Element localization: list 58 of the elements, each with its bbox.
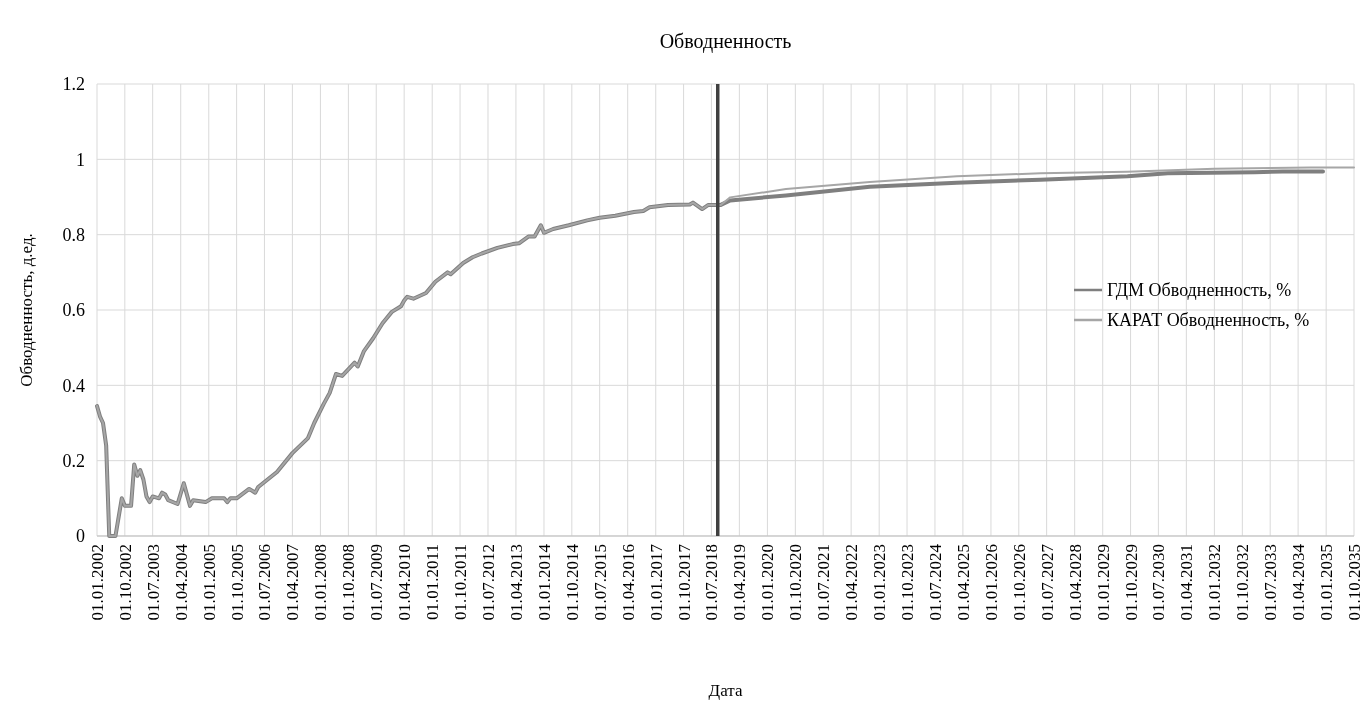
x-tick-label: 01.01.2029: [1093, 544, 1113, 621]
x-tick-label: 01.04.2010: [395, 544, 415, 621]
x-tick-label: 01.04.2025: [953, 544, 973, 621]
x-tick-label: 01.07.2015: [590, 544, 610, 621]
x-tick-label: 01.07.2012: [478, 544, 498, 621]
y-tick-label: 1.2: [62, 74, 85, 95]
y-tick-label: 0.8: [62, 224, 85, 245]
x-tick-label: 01.04.2013: [506, 544, 526, 621]
x-tick-label: 01.10.2017: [674, 543, 694, 621]
x-tick-label: 01.10.2032: [1233, 544, 1253, 621]
y-tick-label: 0.6: [62, 300, 85, 321]
x-tick-label: 01.10.2020: [786, 544, 806, 621]
x-tick-label: 01.04.2019: [730, 544, 750, 621]
x-tick-label: 01.07.2009: [367, 544, 387, 621]
x-tick-label: 01.04.2016: [618, 544, 638, 621]
legend-label: КАРАТ Обводненность, %: [1107, 310, 1310, 331]
x-tick-label: 01.07.2027: [1037, 543, 1057, 621]
x-tick-label: 01.01.2023: [870, 544, 890, 621]
x-tick-label: 01.07.2018: [702, 544, 722, 621]
x-tick-label: 01.01.2017: [646, 543, 666, 621]
x-tick-label: 01.04.2022: [842, 544, 862, 621]
y-tick-label: 0.2: [62, 450, 85, 471]
x-tick-label: 01.10.2014: [562, 543, 582, 621]
x-tick-label: 01.04.2004: [171, 543, 191, 621]
y-axis-title: Обводненность, д.ед.: [17, 233, 36, 387]
x-tick-label: 01.01.2026: [981, 544, 1001, 621]
y-tick-label: 0.4: [62, 375, 85, 396]
x-tick-label: 01.01.2035: [1317, 544, 1337, 621]
y-tick-label: 1: [76, 149, 85, 170]
x-tick-label: 01.10.2023: [897, 544, 917, 621]
x-tick-label: 01.10.2011: [451, 544, 470, 620]
x-tick-label: 01.07.2033: [1261, 544, 1281, 621]
x-tick-label: 01.01.2005: [199, 544, 219, 621]
x-tick-label: 01.01.2032: [1205, 544, 1225, 621]
x-tick-label: 01.01.2002: [87, 544, 107, 621]
x-tick-label: 01.10.2008: [339, 544, 359, 621]
x-tick-label: 01.01.2020: [758, 544, 778, 621]
chart-title: Обводненность: [659, 30, 792, 53]
x-tick-label: 01.07.2030: [1149, 544, 1169, 621]
legend-label: ГДМ Обводненность, %: [1107, 280, 1292, 301]
x-tick-label: 01.04.2007: [283, 543, 303, 621]
x-tick-label: 01.01.2011: [423, 544, 443, 620]
x-tick-label: 01.04.2028: [1065, 544, 1085, 621]
x-tick-label: 01.10.2026: [1009, 544, 1029, 621]
x-axis-title: Дата: [708, 681, 743, 700]
x-tick-label: 01.04.2031: [1177, 544, 1197, 621]
x-tick-label: 01.01.2014: [534, 543, 554, 621]
x-tick-label: 01.01.2008: [311, 544, 331, 621]
x-tick-label: 01.07.2024: [925, 543, 945, 621]
x-tick-label: 01.10.2035: [1344, 544, 1364, 621]
x-tick-label: 01.10.2029: [1121, 544, 1141, 621]
x-tick-label: 01.10.2002: [115, 544, 135, 621]
y-tick-label: 0: [76, 526, 85, 547]
x-tick-label: 01.10.2005: [227, 544, 247, 621]
x-tick-label: 01.07.2021: [814, 544, 834, 621]
x-tick-label: 01.07.2003: [143, 544, 163, 621]
x-tick-label: 01.04.2034: [1289, 543, 1309, 621]
x-tick-label: 01.07.2006: [255, 544, 275, 621]
